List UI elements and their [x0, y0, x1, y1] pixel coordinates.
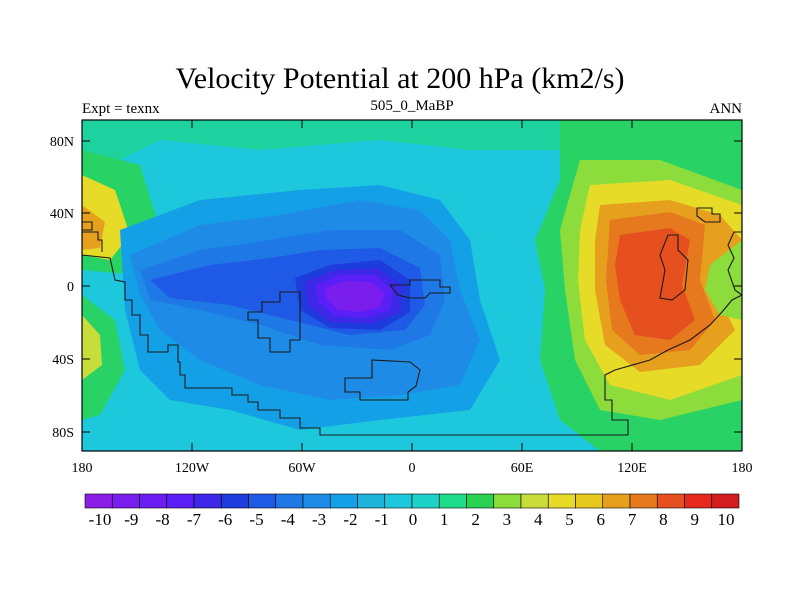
colorbar-box	[275, 493, 304, 509]
coastline-south-america	[82, 254, 742, 436]
colorbar-box	[575, 493, 604, 509]
colorbar-label: 9	[690, 510, 699, 529]
colorbar-box	[357, 493, 386, 509]
y-tick-40S: 40S	[52, 353, 742, 368]
colorbar-label: -9	[124, 510, 138, 529]
coastline-africa-north	[388, 279, 451, 299]
x-tick-label: 60E	[511, 461, 534, 476]
colorbar-box	[139, 493, 168, 509]
y-tick-label: 40N	[50, 207, 74, 222]
map-title: Velocity Potential at 200 hPa (km2/s)	[175, 62, 624, 95]
colorbar-label: -8	[156, 510, 170, 529]
colorbar-box	[248, 493, 277, 509]
colorbar-box	[466, 493, 495, 509]
x-tick-120E: 120E	[617, 120, 647, 476]
x-tick-0: 0	[409, 120, 416, 476]
x-tick-120W: 120W	[175, 120, 210, 476]
colorbar-label: 5	[565, 510, 574, 529]
colorbar-label: 10	[718, 510, 735, 529]
colorbar-label: -1	[375, 510, 389, 529]
colorbar-box	[684, 493, 713, 509]
colorbar-label: -7	[187, 510, 202, 529]
colorbar-box	[166, 493, 195, 509]
colorbar-label: -3	[312, 510, 326, 529]
contour-red-east	[615, 228, 695, 340]
colorbar-label: 0	[409, 510, 418, 529]
y-tick-label: 80S	[52, 426, 74, 441]
colorbar-label: -5	[249, 510, 263, 529]
y-tick-label: 40S	[52, 353, 74, 368]
x-axis: 180 120W 60W 0 60E 120E 180	[72, 120, 753, 476]
coastline-west-island	[82, 221, 93, 231]
season-label: ANN	[710, 101, 743, 117]
contour-green-southwest	[82, 295, 125, 420]
y-axis: 80N 40N 0 40S 80S	[50, 135, 742, 441]
colorbar-label: 8	[659, 510, 668, 529]
x-tick-60E: 60E	[511, 120, 534, 476]
colorbar-label: 4	[534, 510, 543, 529]
x-tick-label: 120E	[617, 461, 647, 476]
coastline-asia-east	[659, 234, 689, 301]
coastline-africa-south	[344, 359, 421, 401]
colorbar-label: -6	[218, 510, 232, 529]
y-tick-0: 0	[67, 280, 742, 295]
coastline-antarctic-peninsula	[247, 291, 301, 353]
colorbar-box	[629, 493, 658, 509]
colorbar-box	[302, 493, 331, 509]
colorbar-box	[411, 493, 440, 509]
x-tick-label: 60W	[288, 461, 316, 476]
colorbar-box	[384, 493, 413, 509]
coastline-asia-northeast	[696, 207, 721, 223]
contour-field	[82, 120, 742, 451]
x-tick-180w: 180	[72, 461, 93, 476]
colorbar-box	[111, 493, 140, 509]
colorbar-box	[602, 493, 631, 509]
run-label: 505_0_MaBP	[370, 98, 453, 114]
colorbar-box	[84, 493, 113, 509]
colorbar-box	[220, 493, 249, 509]
y-tick-label: 80N	[50, 135, 74, 150]
colorbar-box	[193, 493, 222, 509]
experiment-label: Expt = texnx	[82, 101, 160, 117]
colorbar-label: -4	[281, 510, 296, 529]
contour-yellow-southwest	[82, 315, 102, 380]
colorbar-box	[520, 493, 549, 509]
colorbar: -10 -9 -8 -7 -6 -5 -4 -3 -2 -1 0 1 2 3 4 5 6 7 8 9 10	[84, 493, 740, 529]
y-tick-80N: 80N	[50, 135, 742, 150]
colorbar-label: 1	[440, 510, 449, 529]
y-tick-80S: 80S	[52, 426, 742, 441]
colorbar-labels: -10 -9 -8 -7 -6 -5 -4 -3 -2 -1 0 1 2 3 4 5 6 7 8 9 10	[89, 510, 735, 529]
y-tick-label: 0	[67, 280, 74, 295]
coastlines	[82, 207, 742, 436]
colorbar-boxes	[84, 493, 740, 509]
colorbar-label: 6	[597, 510, 606, 529]
colorbar-label: -2	[343, 510, 357, 529]
x-tick-180e: 180	[732, 461, 753, 476]
colorbar-box	[329, 493, 358, 509]
x-tick-label: 180	[732, 461, 753, 476]
colorbar-box	[547, 493, 576, 509]
x-tick-label: 120W	[175, 461, 210, 476]
colorbar-box	[438, 493, 467, 509]
contour-orange-west	[82, 205, 105, 250]
contour-purple-8	[325, 281, 385, 312]
x-tick-label: 0	[409, 461, 416, 476]
y-tick-40N: 40N	[50, 207, 742, 222]
colorbar-label: 7	[628, 510, 637, 529]
colorbar-label: 2	[471, 510, 480, 529]
x-tick-60W: 60W	[288, 120, 316, 476]
colorbar-box	[493, 493, 522, 509]
coastline-asia-east-margin	[727, 231, 742, 296]
colorbar-box	[656, 493, 685, 509]
x-tick-label: 180	[72, 461, 93, 476]
colorbar-box	[711, 493, 740, 509]
colorbar-label: -10	[89, 510, 112, 529]
colorbar-label: 3	[503, 510, 512, 529]
coastline-west-edge	[82, 231, 103, 252]
